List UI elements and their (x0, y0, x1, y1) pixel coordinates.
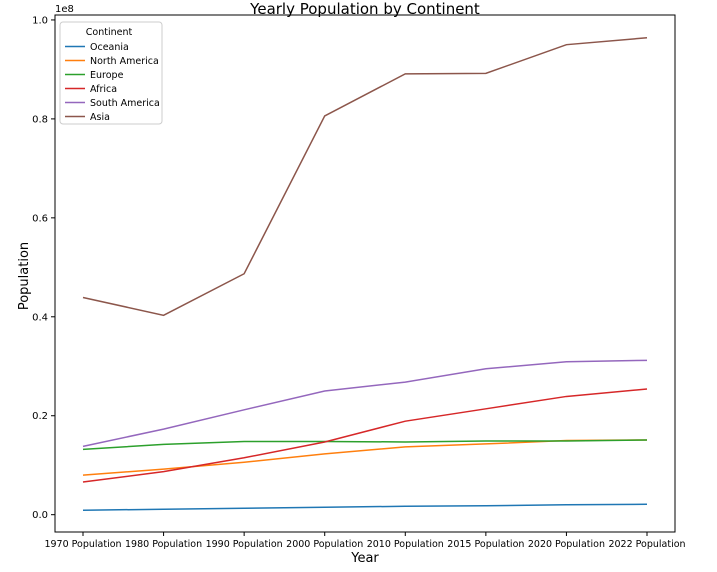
x-axis: 1970 Population 1980 Population 1990 Popul… (44, 532, 686, 550)
legend-label: Asia (90, 112, 110, 123)
series-line-oceania (82, 503, 648, 511)
legend: Continent Oceania North America Europe Afric… (59, 21, 163, 125)
series-line-africa (82, 388, 648, 483)
x-tick-label: 2015 Population (447, 539, 524, 550)
legend-box (59, 21, 163, 125)
x-tick-label: 1990 Population (206, 539, 283, 550)
y-tick-label: 0.0 (32, 510, 48, 521)
legend-label: South America (90, 98, 160, 109)
y-tick-label: 0.8 (32, 114, 48, 125)
legend-label: Europe (90, 70, 124, 81)
series-line-south-america (82, 359, 648, 448)
y-tick-label: 0.2 (32, 411, 48, 422)
chart-title: Yearly Population by Continent (249, 0, 480, 18)
series-line-asia (82, 37, 648, 317)
legend-label: Oceania (90, 42, 129, 53)
x-tick-label: 1980 Population (125, 539, 202, 550)
x-tick-label: 2010 Population (367, 539, 444, 550)
x-tick-label: 2020 Population (528, 539, 605, 550)
y-axis-label: Population (17, 242, 32, 310)
legend-label: North America (90, 56, 159, 67)
x-tick-label: 2000 Population (286, 539, 363, 550)
series-line-north-america (82, 439, 648, 476)
x-tick-label: 1970 Population (44, 539, 121, 550)
series-line-europe (82, 439, 648, 451)
series-layer (82, 37, 648, 511)
y-axis: 0.0 0.2 0.4 0.6 0.8 1.0 (32, 15, 55, 521)
x-tick-label: 2022 Population (608, 539, 685, 550)
y-tick-label: 0.4 (32, 312, 48, 323)
y-axis-offset-label: 1e8 (55, 4, 74, 15)
y-tick-label: 0.6 (32, 213, 48, 224)
legend-title: Continent (86, 27, 133, 38)
legend-label: Africa (90, 84, 117, 95)
x-axis-label: Year (350, 551, 379, 566)
plot-area (54, 14, 676, 533)
y-tick-label: 1.0 (32, 15, 48, 26)
